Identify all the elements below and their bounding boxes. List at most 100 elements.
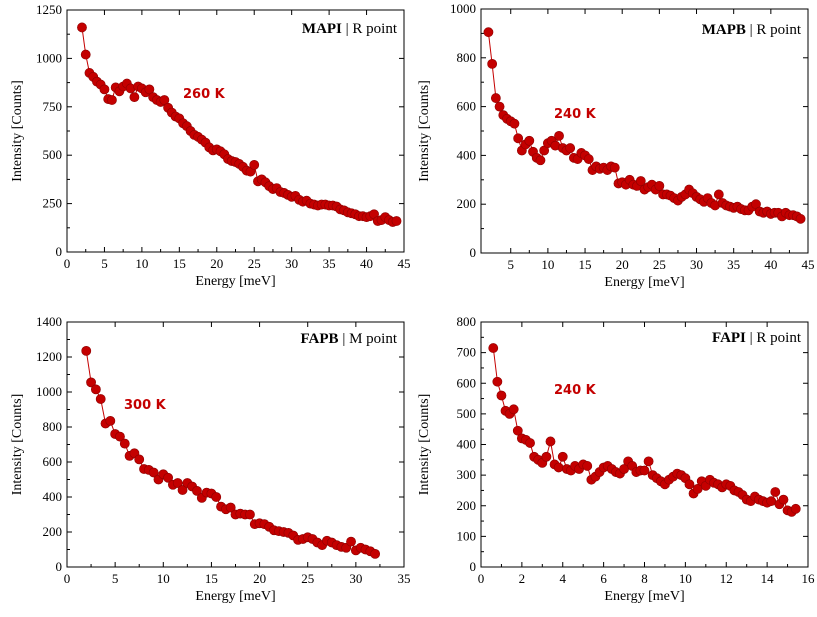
chart-0-xtick-label-4: 20 (210, 256, 223, 271)
chart-0-ytick-label-2: 500 (43, 147, 63, 162)
panel-fapb: 0 5 10 15 20 25 30 35 0 200 400 600 800 1000 1200 1400 E… (10, 314, 411, 604)
chart-2-point-19 (172, 478, 183, 488)
chart-0-xtick-label-3: 15 (173, 256, 186, 271)
chart-3-point-23 (582, 461, 593, 471)
chart-0-title-name: MAPI (302, 21, 342, 37)
chart-1-point-46 (654, 180, 665, 191)
chart-1-ytick-label-3: 600 (457, 99, 477, 114)
chart-3-series-line (492, 347, 797, 513)
chart-1-xtick-label-8: 45 (802, 257, 815, 272)
chart-1-point-8 (513, 133, 524, 144)
chart-1-ytick-label-4: 800 (457, 50, 477, 65)
chart-2-point-14 (148, 467, 159, 478)
chart-3-ytick-label-5: 500 (457, 406, 477, 421)
chart-3-xlabel: Energy [meV] (604, 589, 684, 604)
panel-fapi: 0 2 4 6 8 10 12 14 16 0 100 200 300 400 500 600 700 800 En… (417, 314, 815, 604)
chart-2-point-2 (90, 384, 101, 395)
chart-1-point-41 (635, 176, 646, 186)
chart-0-xtick-label-6: 30 (285, 256, 298, 271)
chart-2-xtick-label-3: 15 (205, 571, 218, 586)
chart-0-xtick-label-8: 40 (360, 256, 373, 271)
chart-1-point-0 (483, 27, 494, 38)
chart-2-point-11 (134, 454, 145, 465)
chart-0-ytick-label-3: 750 (43, 99, 63, 114)
chart-1-ytick-label-5: 1000 (450, 1, 476, 16)
chart-0-point-14 (129, 92, 140, 103)
chart-3-xtick-label-2: 4 (560, 571, 567, 586)
chart-3-xtick-label-5: 10 (679, 571, 692, 586)
chart-1-point-3 (494, 101, 505, 112)
chart-2-point-27 (211, 492, 222, 502)
chart-0-ytick-label-4: 1000 (36, 50, 62, 65)
chart-3-xtick-label-1: 2 (519, 571, 526, 586)
chart-1-xtick-label-7: 40 (764, 257, 777, 272)
chart-0-xtick-label-7: 35 (323, 256, 336, 271)
chart-2-title: FAPB | M point (301, 331, 398, 347)
chart-1-point-7 (509, 118, 520, 129)
chart-0-point-8 (107, 95, 117, 105)
chart-1-xtick-label-0: 5 (507, 257, 514, 272)
chart-0-series-line (81, 27, 397, 223)
chart-0-ytick-label-0: 0 (56, 244, 63, 259)
chart-3-point-9 (525, 438, 535, 448)
chart-3-point-71 (778, 494, 789, 505)
chart-0-ytick-label-5: 1250 (36, 2, 62, 17)
panel-mapb: 5 10 15 20 25 30 35 40 45 0 200 400 600 800 1000 Energy… (417, 1, 815, 290)
chart-0-title-point: | R point (342, 21, 398, 37)
chart-3-temperature-label: 240 K (554, 383, 597, 398)
chart-1-xtick-label-1: 10 (541, 257, 554, 272)
chart-0-point-46 (249, 159, 260, 170)
chart-2-point-30 (225, 502, 236, 513)
chart-0-temperature-label: 260 K (183, 87, 226, 102)
chart-3-ytick-label-3: 300 (457, 467, 477, 482)
chart-2-xtick-label-1: 5 (112, 571, 119, 586)
chart-1-xtick-label-2: 15 (579, 257, 592, 272)
chart-2-title-point: | M point (339, 331, 398, 347)
chart-3-ytick-label-7: 700 (457, 345, 477, 360)
chart-3-point-74 (790, 503, 801, 514)
chart-1-point-11 (524, 135, 535, 146)
chart-0-point-84 (391, 216, 402, 226)
chart-2-ytick-label-4: 800 (43, 419, 63, 434)
chart-1-title-name: MAPB (702, 22, 746, 38)
chart-1-xtick-label-3: 20 (616, 257, 629, 272)
chart-3-point-1 (492, 376, 503, 387)
chart-2-xlabel: Energy [meV] (195, 589, 275, 604)
chart-3-xtick-label-7: 14 (761, 571, 775, 586)
chart-2-ytick-label-5: 1000 (36, 384, 62, 399)
chart-3-xtick-label-6: 12 (720, 571, 733, 586)
chart-1-xtick-label-6: 35 (727, 257, 740, 272)
chart-2-ytick-label-1: 200 (43, 524, 63, 539)
chart-2-title-name: FAPB (301, 331, 339, 347)
chart-1-point-14 (535, 155, 546, 166)
chart-1-ylabel: Intensity [Counts] (417, 80, 432, 182)
chart-0-xtick-label-2: 10 (135, 256, 148, 271)
chart-3-point-38 (643, 456, 654, 467)
chart-3-point-0 (488, 343, 499, 353)
chart-3-ytick-label-0: 0 (470, 559, 477, 574)
chart-3-point-17 (557, 451, 568, 462)
chart-2-point-5 (105, 415, 116, 426)
chart-0-xtick-label-1: 5 (101, 256, 108, 271)
chart-2-point-23 (192, 485, 202, 496)
chart-1-frame (480, 8, 809, 254)
chart-0-xtick-label-5: 25 (248, 256, 261, 271)
chart-2-ylabel: Intensity [Counts] (10, 394, 25, 496)
chart-2-ytick-label-0: 0 (56, 559, 63, 574)
chart-1-title-point: | R point (746, 22, 802, 38)
chart-1-title: MAPB | R point (702, 22, 802, 38)
chart-3-ytick-label-2: 200 (457, 498, 477, 513)
chart-0-xtick-label-0: 0 (64, 256, 71, 271)
panel-mapi: 0 5 10 15 20 25 30 35 40 45 0 250 500 750 1000 1250 Ener… (10, 2, 411, 289)
chart-3-ytick-label-8: 800 (457, 314, 477, 329)
chart-3-point-2 (496, 390, 507, 401)
chart-3-title-name: FAPI (712, 330, 746, 346)
chart-0-xlabel: Energy [meV] (195, 274, 275, 289)
chart-2-ytick-label-2: 400 (43, 489, 63, 504)
chart-2-point-7 (115, 431, 125, 442)
chart-3-xtick-label-4: 8 (641, 571, 648, 586)
chart-0-title: MAPI | R point (302, 21, 398, 37)
chart-3-point-5 (508, 404, 519, 415)
chart-3-point-14 (545, 436, 556, 447)
